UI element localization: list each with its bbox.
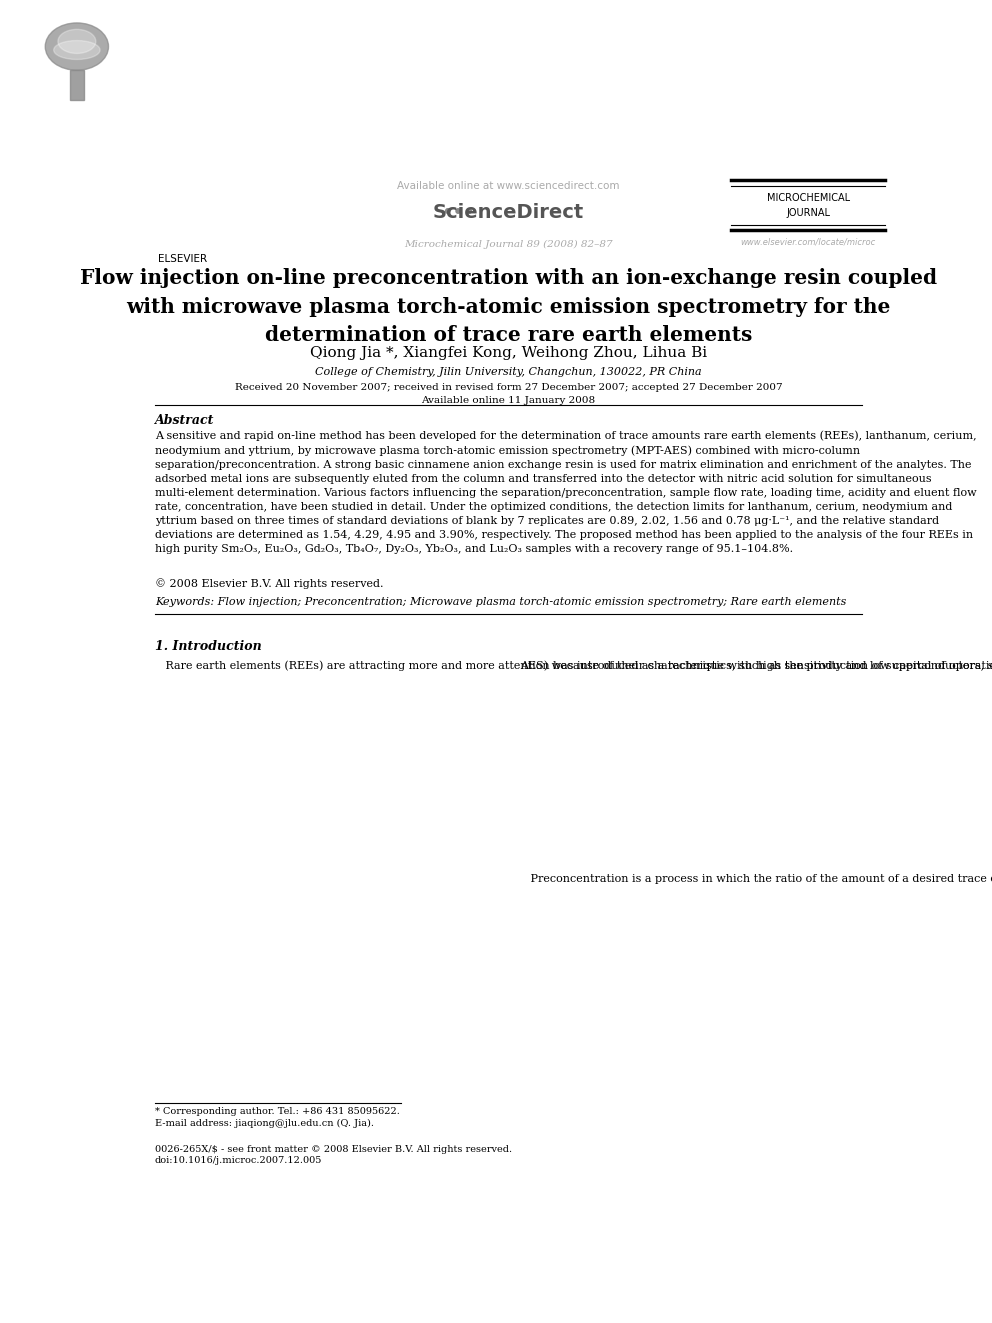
Text: JOURNAL: JOURNAL <box>787 208 830 218</box>
Ellipse shape <box>46 22 108 70</box>
Text: doi:10.1016/j.microc.2007.12.005: doi:10.1016/j.microc.2007.12.005 <box>155 1156 322 1166</box>
Text: Qiong Jia *, Xiangfei Kong, Weihong Zhou, Lihua Bi: Qiong Jia *, Xiangfei Kong, Weihong Zhou… <box>310 347 707 360</box>
Text: © 2008 Elsevier B.V. All rights reserved.: © 2008 Elsevier B.V. All rights reserved… <box>155 578 383 589</box>
Bar <box>70 70 83 99</box>
Text: Received 20 November 2007; received in revised form 27 December 2007; accepted 2: Received 20 November 2007; received in r… <box>234 382 783 405</box>
Text: Rare earth elements (REEs) are attracting more and more attention because of the: Rare earth elements (REEs) are attractin… <box>155 660 992 671</box>
Text: ScienceDirect: ScienceDirect <box>433 202 584 221</box>
Text: * Corresponding author. Tel.: +86 431 85095622.: * Corresponding author. Tel.: +86 431 85… <box>155 1107 400 1117</box>
Text: Available online at www.sciencedirect.com: Available online at www.sciencedirect.co… <box>397 181 620 191</box>
Text: 1. Introduction: 1. Introduction <box>155 639 262 652</box>
Text: Preconcentration is a process in which the ratio of the amount of a desired trac: Preconcentration is a process in which t… <box>520 875 992 884</box>
Text: E-mail address: jiaqiong@jlu.edu.cn (Q. Jia).: E-mail address: jiaqiong@jlu.edu.cn (Q. … <box>155 1118 374 1127</box>
Text: 0026-265X/$ - see front matter © 2008 Elsevier B.V. All rights reserved.: 0026-265X/$ - see front matter © 2008 El… <box>155 1144 512 1154</box>
Text: A sensitive and rapid on-line method has been developed for the determination of: A sensitive and rapid on-line method has… <box>155 431 976 554</box>
Text: Keywords: Flow injection; Preconcentration; Microwave plasma torch-atomic emissi: Keywords: Flow injection; Preconcentrati… <box>155 597 846 607</box>
Ellipse shape <box>54 41 100 60</box>
Text: Flow injection on-line preconcentration with an ion-exchange resin coupled
with : Flow injection on-line preconcentration … <box>79 267 937 345</box>
Text: College of Chemistry, Jilin University, Changchun, 130022, PR China: College of Chemistry, Jilin University, … <box>315 366 701 377</box>
Text: www.elsevier.com/locate/microc: www.elsevier.com/locate/microc <box>741 237 876 246</box>
Text: •••: ••• <box>441 202 475 221</box>
Ellipse shape <box>58 29 96 53</box>
Text: Microchemical Journal 89 (2008) 82–87: Microchemical Journal 89 (2008) 82–87 <box>404 241 613 249</box>
Text: AES) was introduced as a technique with high sensitivity and low capital of oper: AES) was introduced as a technique with … <box>520 660 992 671</box>
Text: MICROCHEMICAL: MICROCHEMICAL <box>767 193 850 204</box>
Text: Abstract: Abstract <box>155 414 214 427</box>
Text: ELSEVIER: ELSEVIER <box>158 254 207 263</box>
